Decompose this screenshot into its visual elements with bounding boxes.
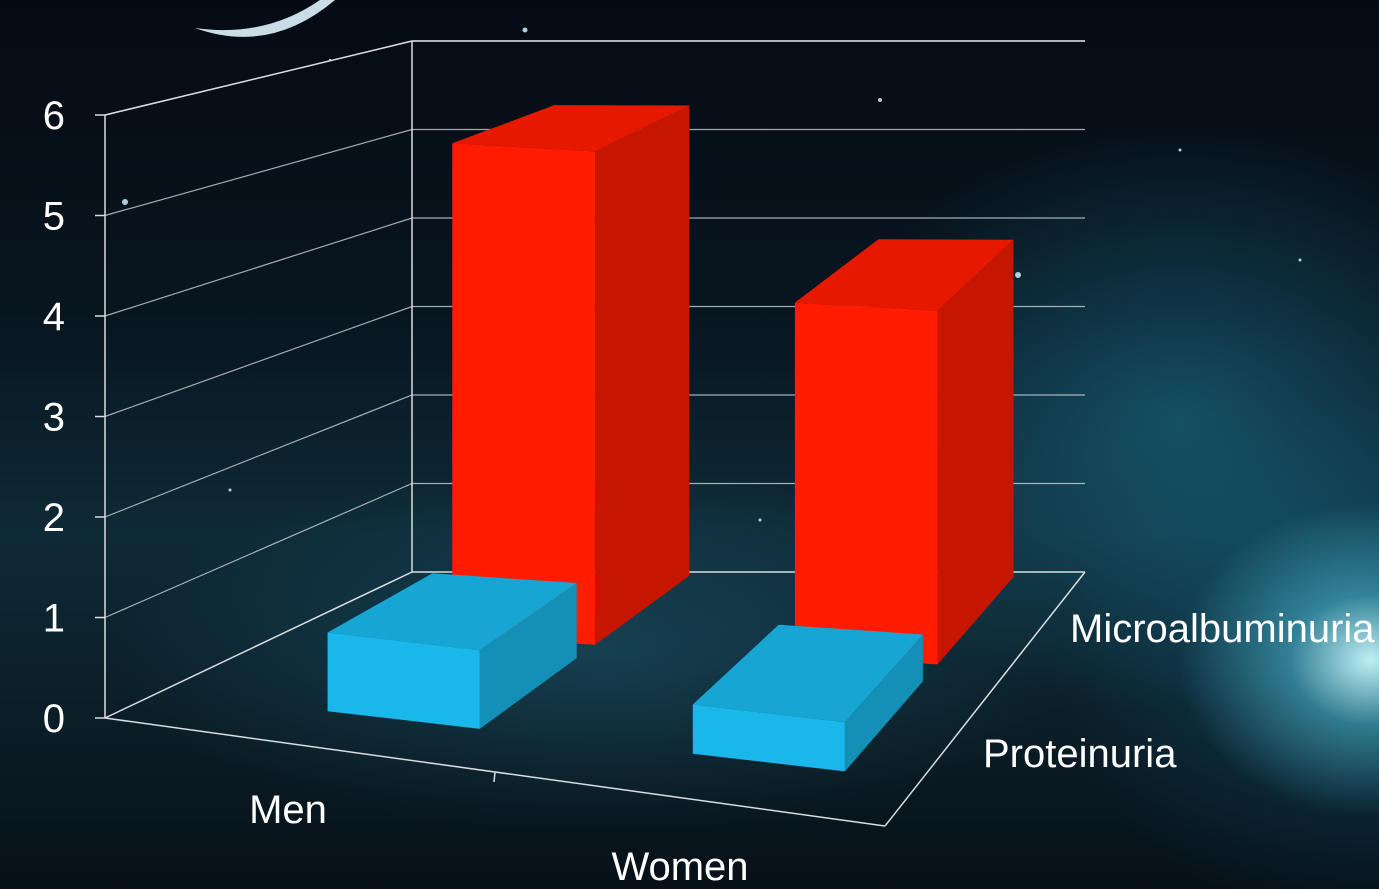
star-10 [1178,148,1182,152]
y-tick-label-3: 3 [43,396,65,440]
x-category-label-women: Women [611,845,748,889]
y-tick-label-0: 0 [43,697,65,741]
bar-front [794,302,938,665]
gridline-6 [104,40,1085,116]
bar-side [479,583,577,729]
background-decor [122,0,1302,522]
bar-front [692,704,845,772]
star-6 [1298,258,1302,262]
depth-axis-line [884,571,1086,827]
bar-microalbuminuria-women [794,239,1014,665]
bar-side [937,239,1014,665]
y-tick-label-6: 6 [43,94,65,138]
star-2 [1015,272,1021,278]
x-tick-mark-mid [493,771,496,783]
depth-series-label-microalbuminuria: Microalbuminuria [1070,607,1375,651]
bar-top [692,624,923,723]
y-tick-label-2: 2 [43,496,65,540]
moon-crescent [195,0,335,37]
bar-microalbuminuria-men [452,105,690,645]
star-1 [522,27,528,33]
depth-series-label-proteinuria: Proteinuria [983,732,1177,776]
floor-left-edge [104,571,413,719]
top-left-edge [104,40,413,116]
bar-proteinuria-men [327,573,577,729]
chart-axes [95,40,1086,827]
star-4 [228,488,232,492]
y-tick-label-5: 5 [43,195,65,239]
bar-proteinuria-women [692,624,923,772]
y-tick-label-1: 1 [43,597,65,641]
bar-top [794,239,1014,311]
star-5 [878,98,882,102]
bar-side [595,105,690,645]
y-tick-label-4: 4 [43,295,65,339]
x-category-label-men: Men [249,788,327,832]
star-0 [122,199,128,205]
star-7 [758,518,762,522]
chart-bars [327,105,1014,772]
bar-top [327,573,577,651]
bar-front [452,143,596,645]
bar-side [844,634,923,772]
chart-labels: 0 1 2 3 4 5 6 Men Women Proteinuria Microalbuminur… [43,94,1376,889]
bar-top [452,105,690,152]
bar-front [327,632,480,729]
